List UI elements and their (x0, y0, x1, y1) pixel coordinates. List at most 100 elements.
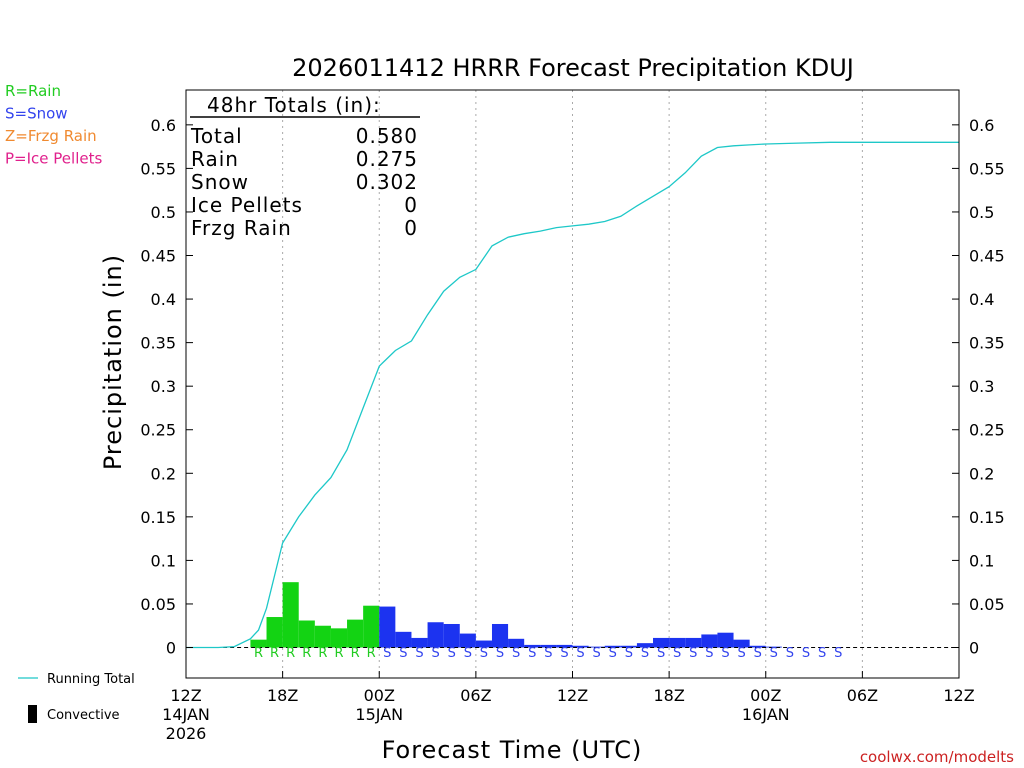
totals-row-label: Total (190, 124, 243, 148)
x-tick-label: 06Z (847, 686, 878, 705)
precip-type-letter: R (302, 646, 311, 661)
y-tick-label-right: 0.3 (969, 377, 994, 396)
rain-bar (330, 628, 348, 648)
snow-bar (443, 623, 460, 648)
totals-row-label: Ice Pellets (191, 193, 303, 217)
precip-type-letter: S (544, 646, 552, 661)
y-axis-left: 0 0.05 0.1 0.15 0.2 0.25 0.3 0.35 0.4 0.45 0.5 0.55… (140, 116, 193, 658)
x-tick-label: 12Z (557, 686, 588, 705)
precip-type-letter: S (399, 646, 407, 661)
x-tick-date: 15JAN (355, 705, 403, 724)
y-tick-label-right: 0.5 (969, 203, 994, 222)
snow-bar (685, 637, 702, 648)
precip-type-letter: S (576, 646, 584, 661)
y-tick-label-right: 0.35 (969, 334, 1005, 353)
series-legend: Running Total Convective (18, 672, 135, 723)
x-tick-label: 18Z (267, 686, 298, 705)
precip-type-legend: R=Rain S=Snow Z=Frzg Rain P=Ice Pellets (5, 82, 102, 168)
x-tick-label: 00Z (364, 686, 395, 705)
totals-row-value: 0 (404, 216, 418, 240)
x-tick-label: 12Z (170, 686, 201, 705)
type-legend-entry: R=Rain (5, 82, 61, 100)
precip-type-letter: S (528, 646, 536, 661)
rain-bar (266, 617, 283, 648)
rain-bar (347, 619, 364, 648)
y-tick-label-left: 0.25 (140, 421, 176, 440)
precip-type-letter: S (754, 646, 762, 661)
precip-type-letter: S (625, 646, 633, 661)
precip-type-letter: S (657, 646, 665, 661)
y-axis-right: 0 0.05 0.1 0.15 0.2 0.25 0.3 0.35 0.4 0.45 0.5 0.55… (952, 116, 1005, 658)
totals-row-value: 0.275 (356, 147, 418, 171)
chart-title: 2026011412 HRRR Forecast Precipitation K… (292, 54, 854, 82)
precip-type-letter: S (786, 646, 794, 661)
y-tick-label-left: 0.4 (151, 290, 176, 309)
snow-bar (765, 646, 782, 648)
snow-bar (459, 633, 476, 648)
type-legend-entry: S=Snow (5, 105, 68, 123)
type-legend-entry: P=Ice Pellets (5, 150, 102, 168)
y-tick-label-left: 0.6 (151, 116, 176, 135)
y-tick-label-left: 0.1 (151, 551, 176, 570)
precip-type-letter: S (464, 646, 472, 661)
y-tick-label-right: 0.15 (969, 508, 1005, 527)
snow-bar (572, 645, 589, 648)
type-legend-entry: Z=Frzg Rain (5, 127, 97, 145)
x-tick-date: 14JAN (162, 705, 210, 724)
precip-type-letter: S (415, 646, 423, 661)
y-axis-label: Precipitation (in) (99, 254, 127, 470)
rain-bar (250, 639, 267, 648)
precip-type-letter: R (254, 646, 263, 661)
x-tick-label: 06Z (460, 686, 491, 705)
x-tick-year: 2026 (166, 724, 207, 743)
y-tick-label-right: 0.55 (969, 159, 1005, 178)
snow-bar (379, 606, 396, 648)
y-tick-label-left: 0.2 (151, 464, 176, 483)
snow-bar (427, 622, 444, 648)
precip-type-letter: S (818, 646, 826, 661)
series-legend-label: Convective (47, 708, 120, 723)
precip-type-letter: R (367, 646, 376, 661)
precip-type-letter: S (834, 646, 842, 661)
snow-bar (653, 637, 670, 648)
snow-bar (733, 639, 750, 648)
precip-type-letter: S (721, 646, 729, 661)
snow-bar (701, 634, 718, 648)
totals-heading: 48hr Totals (in): (207, 93, 381, 117)
precip-type-letter: S (448, 646, 456, 661)
snow-bar (395, 631, 412, 648)
y-tick-label-right: 0.1 (969, 551, 994, 570)
precip-type-letter: S (383, 646, 391, 661)
precip-type-letter: R (286, 646, 295, 661)
y-tick-label-right: 0.05 (969, 595, 1005, 614)
precip-type-letter: S (641, 646, 649, 661)
snow-bar (749, 645, 766, 648)
snow-bar (636, 643, 654, 648)
precip-type-letter: S (593, 646, 601, 661)
precip-type-letter: S (689, 646, 697, 661)
y-tick-label-left: 0.3 (151, 377, 176, 396)
precip-type-letter: S (673, 646, 681, 661)
snow-bar (508, 638, 525, 648)
precip-type-letter: R (351, 646, 360, 661)
precip-type-letter: S (609, 646, 617, 661)
snow-bar (491, 623, 509, 648)
totals-row-label: Frzg Rain (191, 216, 292, 240)
snow-bar (411, 637, 428, 648)
snow-bar (604, 645, 621, 648)
x-tick-label: 18Z (653, 686, 684, 705)
x-tick-date: 16JAN (742, 705, 790, 724)
snow-bar (540, 644, 557, 648)
rain-bar (282, 582, 299, 648)
snow-bar (620, 645, 637, 648)
convective-legend-swatch (28, 705, 37, 723)
y-tick-label-right: 0 (969, 639, 979, 658)
precip-type-letter: S (512, 646, 520, 661)
y-tick-label-left: 0.15 (140, 508, 176, 527)
y-tick-label-right: 0.2 (969, 464, 994, 483)
y-tick-label-right: 0.6 (969, 116, 994, 135)
y-tick-label-left: 0 (166, 639, 176, 658)
